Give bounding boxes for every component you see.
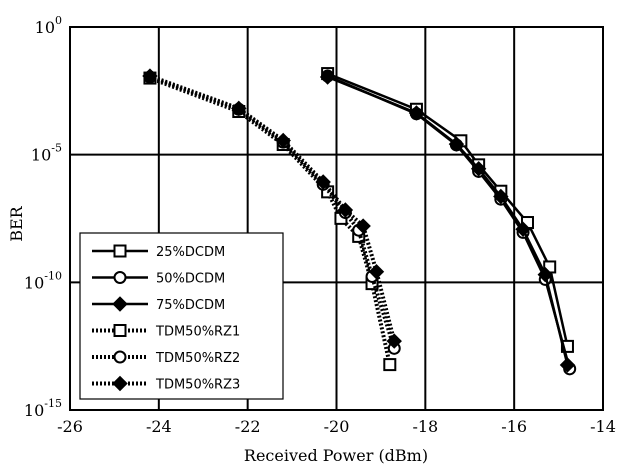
series-25%DCDM [321,67,574,353]
diamond-marker [470,161,487,177]
legend-label: TDM50%RZ3 [155,378,240,393]
series-line [149,75,397,349]
diamond-marker [319,69,336,85]
legend-label: 50%DCDM [156,272,225,287]
x-tick-label: -26 [57,417,83,436]
square-marker [383,358,397,372]
x-tick-label: -20 [324,417,350,436]
diamond-marker [275,132,291,149]
x-tick-label: -16 [501,417,527,436]
y-axis-title: BER [7,205,26,241]
square-marker [113,244,127,258]
diamond-marker [231,100,247,117]
diamond-marker [408,105,425,121]
y-tick-label: 10-10 [24,269,62,292]
legend-label: 75%DCDM [156,298,225,313]
x-tick-label: -24 [146,417,172,436]
series-line [327,72,569,347]
x-tick-label: -18 [412,417,438,436]
diamond-marker [537,266,553,283]
diamond-marker [386,333,402,349]
tick-layer: -26 -24 -22 -20 -18 -16 -14 100 10-5 10-10 10-15 [24,14,616,436]
legend: 25%DCDM 50%DCDM 75%DCDM TDM50%RZ1 TDM50%RZ2 T… [79,232,284,400]
diamond-marker [493,188,509,205]
diamond-marker [142,68,158,84]
diamond-marker [337,202,354,218]
series-line [149,74,397,342]
diamond-marker [515,221,531,237]
legend-label: TDM50%RZ1 [155,325,240,340]
diamond-marker [112,375,128,392]
y-tick-label: 10-15 [24,397,62,420]
legend-label: TDM50%RZ2 [155,351,240,366]
diamond-marker [368,264,385,280]
x-tick-label: -14 [590,417,616,436]
square-marker [113,324,127,337]
diamond-marker [112,296,128,312]
x-axis-title: Received Power (dBm) [244,446,428,465]
series-TDM50%RZ3 [142,68,402,349]
y-tick-label: 10-5 [31,142,62,165]
y-tick-label: 100 [35,14,62,37]
diamond-marker [315,174,331,190]
plot-frame [69,26,604,411]
series-line [327,75,569,366]
diamond-marker [355,218,371,234]
circle-marker [113,271,127,284]
legend-label: 25%DCDM [156,245,225,260]
diamond-marker [448,136,465,152]
series-layer [142,67,577,376]
legend-box [79,232,284,400]
diamond-marker [559,357,576,373]
x-tick-label: -22 [235,417,261,436]
series-75%DCDM [319,69,576,373]
circle-marker [113,350,127,364]
